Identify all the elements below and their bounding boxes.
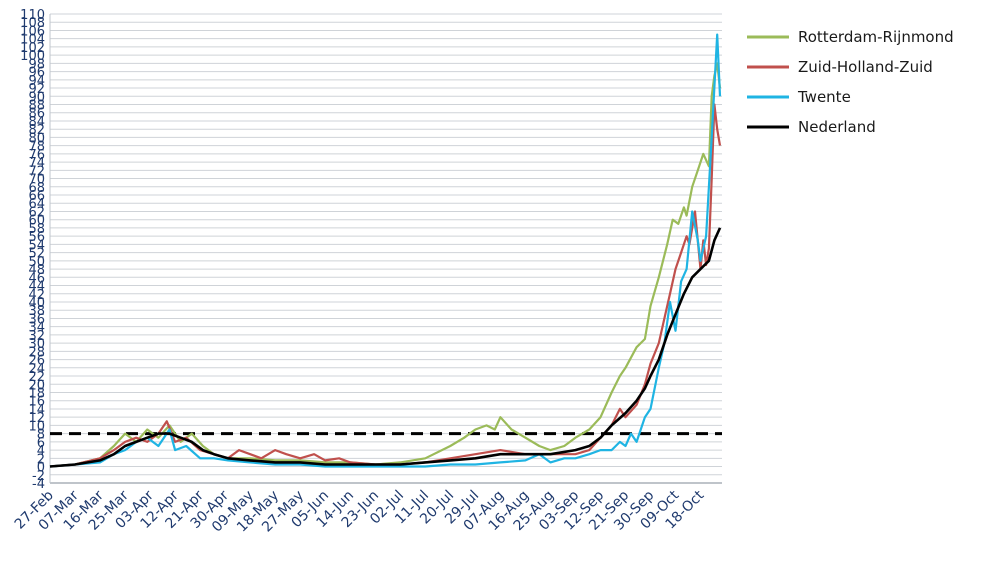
y-tick-label: 76 bbox=[28, 148, 45, 163]
y-tick-label: 94 bbox=[28, 74, 45, 89]
y-tick-label: 10 bbox=[28, 419, 45, 434]
legend-label: Zuid-Holland-Zuid bbox=[798, 58, 933, 76]
y-tick-label: 0 bbox=[37, 461, 45, 476]
y-tick-label: 56 bbox=[28, 230, 45, 245]
y-tick-label: 32 bbox=[28, 329, 45, 344]
series-line-twente bbox=[49, 33, 722, 468]
y-tick-label: 102 bbox=[20, 41, 45, 56]
legend-item-zuid-holland-zuid: Zuid-Holland-Zuid bbox=[747, 58, 933, 76]
y-tick-label: 28 bbox=[28, 345, 45, 360]
series-line-rotterdam-rijnmond bbox=[49, 62, 722, 468]
y-tick-label: 58 bbox=[28, 222, 45, 237]
legend-item-twente: Twente bbox=[747, 88, 851, 106]
y-tick-label: 104 bbox=[20, 33, 45, 48]
y-tick-label: 38 bbox=[28, 304, 45, 319]
series-lines bbox=[49, 33, 722, 468]
y-tick-label: 62 bbox=[28, 205, 45, 220]
y-tick-label: 68 bbox=[28, 181, 45, 196]
y-tick-label: -2 bbox=[32, 469, 45, 484]
y-tick-label: 88 bbox=[28, 99, 45, 114]
y-tick-label: 98 bbox=[28, 57, 45, 72]
series-line-nederland bbox=[49, 227, 722, 468]
legend-label: Rotterdam-Rijnmond bbox=[798, 28, 954, 46]
y-tick-label: 36 bbox=[28, 312, 45, 327]
y-tick-label: 100 bbox=[20, 49, 45, 64]
y-tick-label: 54 bbox=[28, 238, 45, 253]
y-tick-label: 86 bbox=[28, 107, 45, 122]
y-tick-label: 40 bbox=[28, 296, 45, 311]
y-tick-label: 16 bbox=[28, 395, 45, 410]
y-tick-label: 24 bbox=[28, 362, 45, 377]
x-axis-tick-labels: 27-Feb07-Mar16-Mar25-Mar03-Apr12-Apr21-A… bbox=[12, 487, 708, 535]
y-tick-label: 20 bbox=[28, 378, 45, 393]
gridlines bbox=[50, 13, 722, 484]
y-tick-label: 42 bbox=[28, 288, 45, 303]
y-tick-label: 34 bbox=[28, 321, 45, 336]
y-tick-label: 6 bbox=[37, 436, 45, 451]
y-tick-label: 26 bbox=[28, 354, 45, 369]
y-tick-label: 48 bbox=[28, 263, 45, 278]
y-axis-tick-labels: 1101081061041021009896949290888684828078… bbox=[20, 8, 45, 492]
y-tick-label: 84 bbox=[28, 115, 45, 130]
y-tick-label: 46 bbox=[28, 271, 45, 286]
y-tick-label: 64 bbox=[28, 197, 45, 212]
y-tick-label: 2 bbox=[37, 452, 45, 467]
y-tick-label: 90 bbox=[28, 90, 45, 105]
y-tick-label: 18 bbox=[28, 386, 45, 401]
y-tick-label: 74 bbox=[28, 156, 45, 171]
legend-item-nederland: Nederland bbox=[747, 118, 876, 136]
y-tick-label: 70 bbox=[28, 173, 45, 188]
y-tick-label: 4 bbox=[37, 444, 45, 459]
y-tick-label: 60 bbox=[28, 214, 45, 229]
y-tick-label: 44 bbox=[28, 280, 45, 295]
y-tick-label: 92 bbox=[28, 82, 45, 97]
y-tick-label: -4 bbox=[32, 477, 45, 492]
legend-item-rotterdam-rijnmond: Rotterdam-Rijnmond bbox=[747, 28, 954, 46]
y-tick-label: 110 bbox=[20, 8, 45, 23]
y-tick-label: 50 bbox=[28, 255, 45, 270]
y-tick-label: 52 bbox=[28, 247, 45, 262]
y-tick-label: 78 bbox=[28, 140, 45, 155]
y-tick-label: 14 bbox=[28, 403, 45, 418]
y-tick-label: 106 bbox=[20, 24, 45, 39]
y-tick-label: 66 bbox=[28, 189, 45, 204]
y-tick-label: 80 bbox=[28, 131, 45, 146]
y-tick-label: 108 bbox=[20, 16, 45, 31]
legend-label: Nederland bbox=[798, 118, 876, 136]
y-tick-label: 8 bbox=[37, 428, 45, 443]
y-tick-label: 96 bbox=[28, 66, 45, 81]
y-tick-label: 82 bbox=[28, 123, 45, 138]
y-tick-label: 22 bbox=[28, 370, 45, 385]
legend: Rotterdam-Rijnmond Zuid-Holland-Zuid Twe… bbox=[747, 28, 954, 136]
y-tick-label: 72 bbox=[28, 164, 45, 179]
y-tick-label: 30 bbox=[28, 337, 45, 352]
y-tick-label: 12 bbox=[28, 411, 45, 426]
legend-label: Twente bbox=[797, 88, 851, 106]
